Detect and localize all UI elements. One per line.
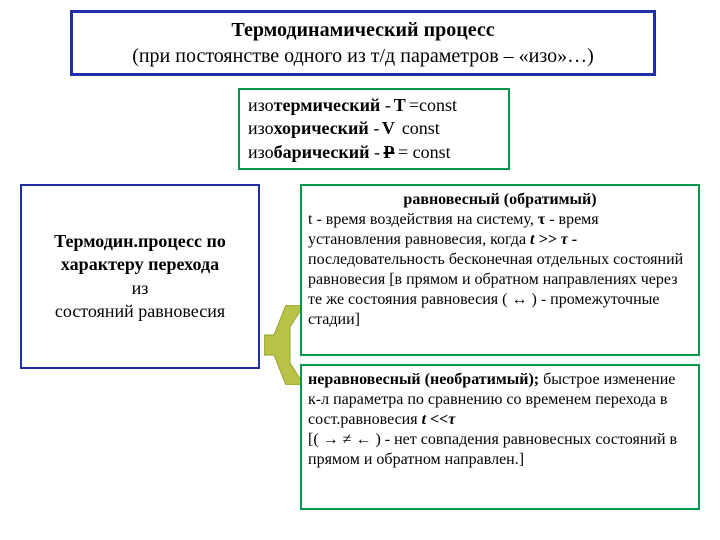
iso-prefix: изо	[248, 142, 274, 162]
iso-row-baric: изобарический -P= const	[248, 141, 500, 164]
iso-rest: =const	[409, 95, 457, 115]
equilibrium-box: равновесный (обратимый) t - время воздей…	[300, 184, 700, 356]
equilibrium-header: равновесный (обратимый)	[308, 190, 692, 210]
equilibrium-text3: последовательность бесконечная отдельных…	[308, 251, 683, 328]
noneq-header: неравновесный (необратимый);	[308, 371, 539, 388]
title-line1: Термодинамический процесс	[73, 17, 653, 43]
left-line2: характеру перехода	[61, 253, 219, 276]
nonequilibrium-box: неравновесный (необратимый); быстрое изм…	[300, 364, 700, 510]
iso-bold: барический	[274, 142, 370, 162]
iso-letter-p: P	[380, 141, 398, 164]
noneq-text2: [( → ≠ ← ) - нет совпадения равновесных …	[308, 430, 692, 470]
iso-row-thermal: изотермический -T=const	[248, 94, 500, 117]
iso-bold: термический	[274, 95, 381, 115]
iso-prefix: изо	[248, 118, 274, 138]
title-line2: (при постоянстве одного из т/д параметро…	[73, 43, 653, 69]
left-line1: Термодин.процесс по	[54, 230, 226, 253]
left-line3: из	[132, 277, 149, 300]
iso-letter-v: V	[379, 117, 397, 140]
t-gt-tau: t >> τ -	[530, 231, 577, 248]
iso-rest: const	[397, 118, 440, 138]
left-line4: состояний равновесия	[55, 300, 225, 323]
iso-process-box: изотермический -T=const изохорический -V…	[238, 88, 510, 170]
iso-letter-t: T	[391, 94, 409, 117]
equilibrium-text1: t - время воздействия на систему,	[308, 211, 538, 228]
t-lt-tau: t <<τ	[422, 411, 456, 428]
title-box: Термодинамический процесс (при постоянст…	[70, 10, 656, 76]
iso-rest: = const	[398, 142, 451, 162]
transition-character-box: Термодин.процесс по характеру перехода и…	[20, 184, 260, 369]
iso-bold: хорический	[274, 118, 369, 138]
iso-prefix: изо	[248, 95, 274, 115]
iso-row-choric: изохорический -V const	[248, 117, 500, 140]
split-arrow-icon	[264, 305, 304, 390]
